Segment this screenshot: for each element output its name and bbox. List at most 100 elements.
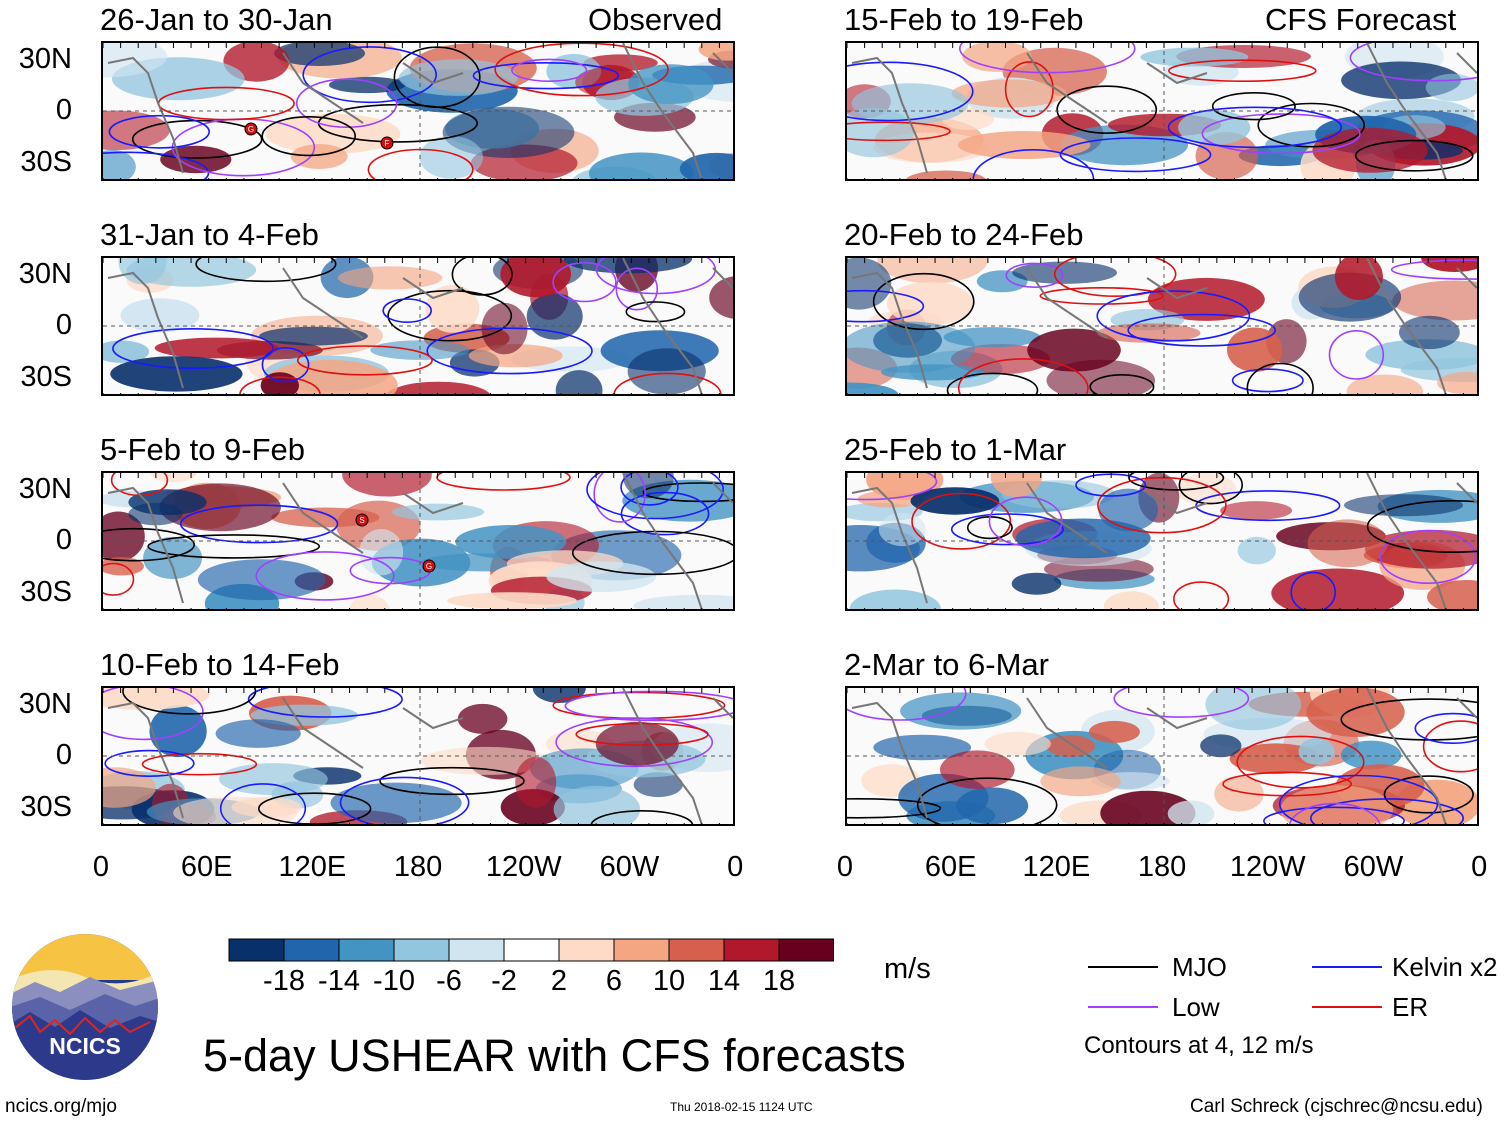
map-panel-5 <box>845 41 1479 181</box>
shear-anomaly-blob <box>1011 572 1062 595</box>
shear-anomaly-blob <box>1140 47 1249 67</box>
wave-contour <box>1290 571 1336 609</box>
wave-contour <box>1005 262 1064 288</box>
colorbar-swatch <box>448 938 505 962</box>
wave-contour <box>625 301 686 323</box>
shear-anomaly-blob <box>532 688 586 703</box>
colorbar-tick-label: -18 <box>263 965 305 997</box>
lat-label: 30N <box>18 258 72 290</box>
wave-contour <box>104 749 195 778</box>
panel-title-2: 31-Jan to 4-Feb <box>100 217 319 252</box>
map-panel-2 <box>101 256 735 396</box>
shear-anomaly-blob <box>215 719 301 748</box>
shear-anomaly-blob <box>1399 315 1460 350</box>
wave-contour <box>615 267 659 311</box>
wave-contour <box>593 473 646 523</box>
shear-anomaly-blob <box>878 512 926 547</box>
wave-contour <box>255 551 395 601</box>
tropical-cyclone-marker <box>422 559 436 573</box>
wave-contour <box>261 116 356 157</box>
wave-contour <box>367 148 474 179</box>
wave-contour <box>872 272 975 331</box>
wave-contour <box>103 527 195 562</box>
colorbar-swatch <box>228 938 285 962</box>
shear-anomaly-blob <box>103 511 145 562</box>
wave-contour <box>387 289 513 342</box>
wave-contour <box>451 258 513 296</box>
shear-anomaly-blob <box>1437 371 1477 394</box>
tropical-cyclone-label: S <box>359 516 364 525</box>
wave-contour <box>847 688 967 721</box>
shear-anomaly-blob <box>698 43 733 61</box>
wave-contour <box>950 513 1064 546</box>
shear-anomaly-blob <box>1340 740 1402 770</box>
wave-contour <box>847 473 938 501</box>
shear-anomaly-blob <box>1167 800 1215 824</box>
colorbar-swatch <box>668 938 725 962</box>
wave-contour <box>1222 771 1352 797</box>
shear-anomaly-blob <box>337 266 443 290</box>
shear-anomaly-blob <box>103 110 170 151</box>
wave-contour <box>911 492 1012 550</box>
tropical-cyclone-marker <box>380 136 394 150</box>
colorbar-swatch <box>503 938 560 962</box>
panel-title-5: 15-Feb to 19-Feb <box>844 2 1084 37</box>
shear-anomaly-blob <box>1237 536 1276 565</box>
main-title: 5-day USHEAR with CFS forecasts <box>203 1030 906 1081</box>
shear-anomaly-blob <box>1392 280 1477 321</box>
shear-anomaly-blob <box>881 364 984 381</box>
legend-low-line <box>1088 1006 1158 1008</box>
wave-contour <box>564 690 733 722</box>
shear-anomaly-blob <box>110 356 243 392</box>
shear-anomaly-blob <box>386 381 491 394</box>
wave-contour <box>1113 688 1250 718</box>
wave-contour <box>494 43 669 97</box>
colorbar-tick-label: -10 <box>373 965 415 997</box>
lon-label: 0 <box>836 851 854 883</box>
wave-contour <box>1246 362 1314 394</box>
colorbar-tick-label: 14 <box>707 965 741 997</box>
lon-label: 120E <box>278 851 347 883</box>
wave-contour <box>147 534 321 559</box>
shear-anomaly-blob <box>359 529 404 576</box>
wave-contour <box>436 473 571 491</box>
logo-text: NCICS <box>49 1033 121 1059</box>
wave-contour <box>1349 43 1477 82</box>
wave-contour <box>1039 287 1164 305</box>
wave-contour <box>555 717 714 768</box>
wave-contour <box>552 261 617 303</box>
lat-label: 30N <box>18 473 72 505</box>
shear-anomaly-blob <box>1334 258 1383 300</box>
legend-kelvin-line <box>1312 966 1382 968</box>
wave-contour <box>957 358 1089 394</box>
shear-anomaly-blob <box>1220 501 1293 520</box>
map-panel-8 <box>845 686 1479 826</box>
wave-contour <box>1178 473 1243 505</box>
wave-contour <box>141 752 258 776</box>
wave-contour <box>1236 735 1365 789</box>
wave-contour <box>620 473 679 506</box>
lon-label: 180 <box>1137 851 1187 883</box>
wave-contour <box>122 688 257 715</box>
coastline <box>851 43 1477 179</box>
shear-anomaly-blob <box>847 321 976 373</box>
colorbar-tick-label: 2 <box>550 965 568 997</box>
shear-anomaly-blob <box>120 298 200 333</box>
wave-contour <box>103 562 135 596</box>
wave-contour <box>1211 92 1296 121</box>
colorbar-swatch <box>723 938 780 962</box>
wave-contour <box>1201 113 1361 155</box>
shear-anomaly-blob <box>679 152 733 179</box>
wave-contour <box>847 121 951 142</box>
coastline <box>107 688 733 824</box>
wave-contour <box>1231 368 1304 393</box>
lat-label: 30S <box>20 791 72 823</box>
lon-label: 0 <box>727 851 744 883</box>
shear-anomaly-blob <box>1365 339 1477 371</box>
shear-anomaly-blob <box>886 281 974 326</box>
lon-label: 60W <box>599 851 660 883</box>
shear-anomaly-blob <box>847 382 899 394</box>
shear-anomaly-blob <box>900 692 1022 730</box>
shear-anomaly-blob <box>1088 720 1140 743</box>
panel-title-8: 2-Mar to 6-Mar <box>844 647 1049 682</box>
